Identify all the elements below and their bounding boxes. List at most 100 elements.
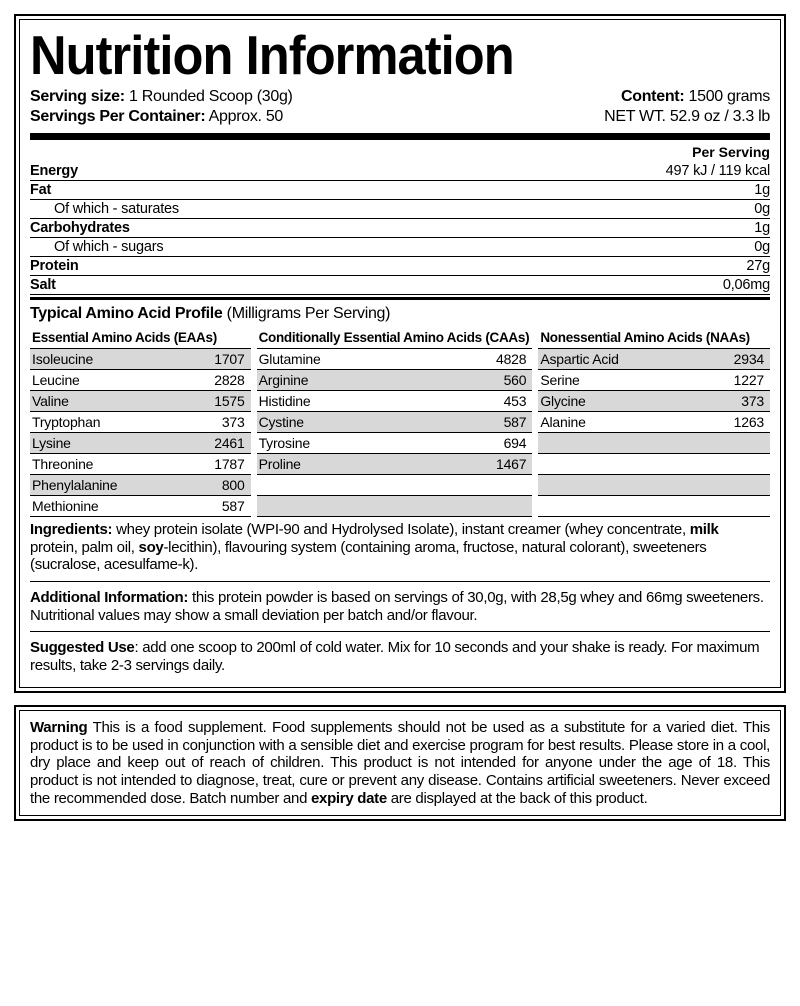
nutrition-name: Of which - sugars <box>30 238 465 257</box>
amino-row: Arginine 560 <box>257 370 533 391</box>
amino-row: Methionine587 <box>30 496 251 517</box>
amino-header: Conditionally Essential Amino Acids (CAA… <box>257 328 533 349</box>
nutrition-value: 1g <box>465 219 770 238</box>
amino-row: Serine 1227 <box>538 370 770 391</box>
amino-row <box>538 496 770 517</box>
content-label: Content: <box>621 88 684 105</box>
nutrition-name: Carbohydrates <box>30 219 465 238</box>
amino-name: Histidine <box>259 393 311 409</box>
nutrition-row: Of which - saturates0g <box>30 200 770 219</box>
amino-value: 373 <box>741 393 766 409</box>
additional-block: Additional Information: this protein pow… <box>30 585 770 628</box>
warning-panel: Warning This is a food supplement. Food … <box>14 705 786 821</box>
amino-name: Tyrosine <box>259 435 310 451</box>
amino-name: Proline <box>259 456 301 472</box>
suggested-block: Suggested Use: add one scoop to 200ml of… <box>30 635 770 678</box>
nutrition-value: 1g <box>465 181 770 200</box>
nutrition-row: Salt0,06mg <box>30 276 770 295</box>
amino-header: Essential Amino Acids (EAAs) <box>30 328 251 349</box>
nutrition-value: 27g <box>465 257 770 276</box>
warning-bold: expiry date <box>311 790 387 807</box>
amino-row <box>538 454 770 475</box>
ingredients-label: Ingredients: <box>30 521 112 538</box>
amino-title-bold: Typical Amino Acid Profile <box>30 305 223 322</box>
amino-name: Aspartic Acid <box>540 351 618 367</box>
amino-row: Tyrosine694 <box>257 433 533 454</box>
main-panel: Nutrition Information Serving size: 1 Ro… <box>14 14 786 693</box>
amino-row <box>257 475 533 496</box>
amino-row: Leucine 2828 <box>30 370 251 391</box>
nutrition-value: 0g <box>465 200 770 219</box>
nutrition-row: Carbohydrates1g <box>30 219 770 238</box>
nutrition-table: Energy497 kJ / 119 kcalFat1gOf which - s… <box>30 162 770 295</box>
amino-column: Nonessential Amino Acids (NAAs)Aspartic … <box>538 328 770 517</box>
amino-row: Cystine587 <box>257 412 533 433</box>
amino-row: Valine 1575 <box>30 391 251 412</box>
nutrition-name: Salt <box>30 276 465 295</box>
ingredients-block: Ingredients: whey protein isolate (WPI-9… <box>30 517 770 578</box>
meta-right: Content: 1500 grams NET WT. 52.9 oz / 3.… <box>604 87 770 127</box>
servings-per-value: Approx. 50 <box>209 108 283 125</box>
amino-row: Alanine 1263 <box>538 412 770 433</box>
amino-row: Histidine453 <box>257 391 533 412</box>
amino-row <box>538 433 770 454</box>
nutrition-row: Protein27g <box>30 257 770 276</box>
serving-size-label: Serving size: <box>30 88 125 105</box>
amino-row: Threonine 1787 <box>30 454 251 475</box>
amino-value: 560 <box>504 372 529 388</box>
amino-name: Arginine <box>259 372 309 388</box>
ingredients-bold2: soy <box>139 539 164 556</box>
amino-value: 1467 <box>496 456 528 472</box>
amino-value: 373 <box>222 414 247 430</box>
amino-section-title: Typical Amino Acid Profile (Milligrams P… <box>30 302 770 328</box>
divider-thick <box>30 133 770 140</box>
amino-row: Lysine2461 <box>30 433 251 454</box>
warning-panel-inner: Warning This is a food supplement. Food … <box>19 710 781 816</box>
amino-value: 1575 <box>214 393 246 409</box>
serving-size-value: 1 Rounded Scoop (30g) <box>129 88 293 105</box>
divider-thin <box>30 581 770 582</box>
amino-value: 1787 <box>214 456 246 472</box>
amino-value: 1263 <box>734 414 766 430</box>
page-title: Nutrition Information <box>30 28 711 83</box>
amino-value: 1707 <box>214 351 246 367</box>
amino-name: Tryptophan <box>32 414 100 430</box>
amino-row: Phenylalanine 800 <box>30 475 251 496</box>
warning-label: Warning <box>30 719 87 736</box>
servings-per-label: Servings Per Container: <box>30 108 205 125</box>
amino-name: Glutamine <box>259 351 321 367</box>
amino-value: 2461 <box>214 435 246 451</box>
amino-value: 587 <box>504 414 529 430</box>
suggested-label: Suggested Use <box>30 639 134 656</box>
content-value: 1500 grams <box>689 88 771 105</box>
amino-name: Leucine <box>32 372 80 388</box>
main-panel-inner: Nutrition Information Serving size: 1 Ro… <box>19 19 781 688</box>
amino-name: Valine <box>32 393 69 409</box>
amino-header: Nonessential Amino Acids (NAAs) <box>538 328 770 349</box>
amino-name: Serine <box>540 372 579 388</box>
amino-row: Isoleucine1707 <box>30 349 251 370</box>
amino-row: Tryptophan 373 <box>30 412 251 433</box>
amino-name: Threonine <box>32 456 93 472</box>
amino-value: 800 <box>222 477 247 493</box>
nutrition-name: Protein <box>30 257 465 276</box>
amino-value: 4828 <box>496 351 528 367</box>
amino-column: Conditionally Essential Amino Acids (CAA… <box>257 328 533 517</box>
warning-text: Warning This is a food supplement. Food … <box>30 719 770 807</box>
nutrition-name: Of which - saturates <box>30 200 465 219</box>
amino-value: 2828 <box>214 372 246 388</box>
divider-thin-2 <box>30 631 770 632</box>
meta-left: Serving size: 1 Rounded Scoop (30g) Serv… <box>30 87 293 127</box>
amino-name: Alanine <box>540 414 585 430</box>
divider-med <box>30 297 770 300</box>
meta-row: Serving size: 1 Rounded Scoop (30g) Serv… <box>30 87 770 127</box>
amino-row: Glycine373 <box>538 391 770 412</box>
amino-row: Proline 1467 <box>257 454 533 475</box>
amino-value: 1227 <box>734 372 766 388</box>
amino-row: Aspartic Acid2934 <box>538 349 770 370</box>
warning-post: are displayed at the back of this produc… <box>387 790 648 807</box>
ingredients-mid1: protein, palm oil, <box>30 539 139 556</box>
amino-name: Phenylalanine <box>32 477 117 493</box>
amino-value: 587 <box>222 498 247 514</box>
nutrition-row: Of which - sugars0g <box>30 238 770 257</box>
